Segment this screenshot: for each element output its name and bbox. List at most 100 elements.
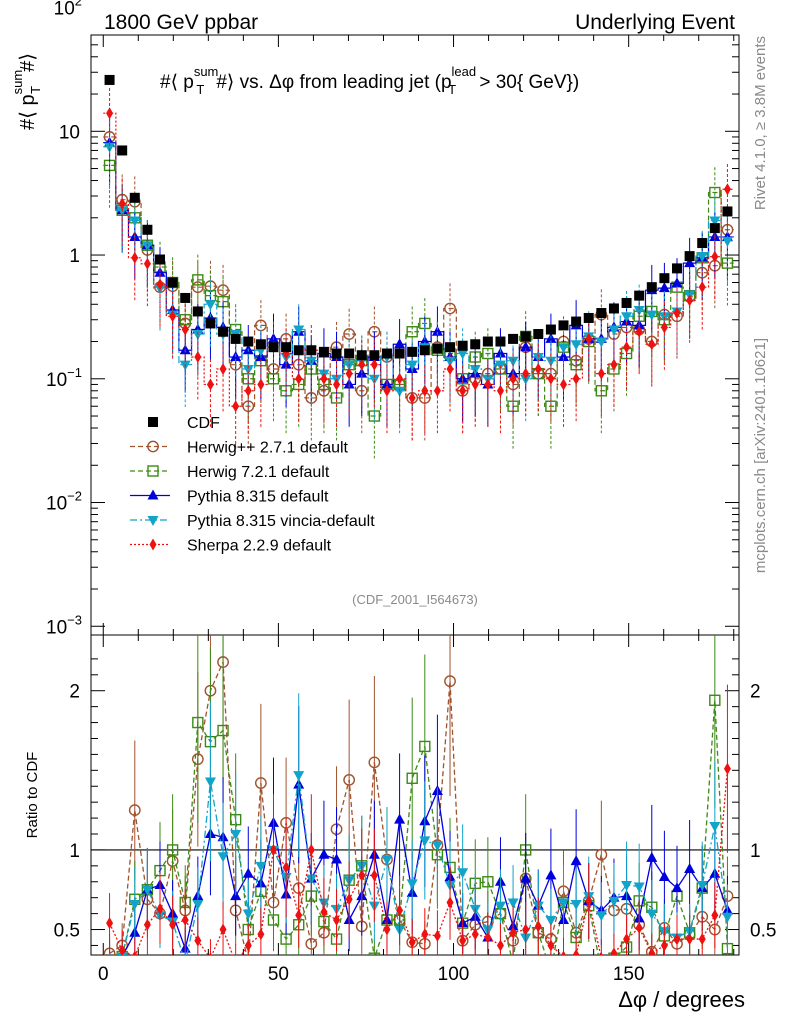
ratio-point-pythia	[658, 870, 670, 881]
data-point-cdf	[470, 339, 481, 350]
data-point-vincia	[532, 352, 544, 363]
ratio-point-vincia	[721, 912, 733, 923]
ratio-point-pythia	[671, 882, 683, 893]
ratio-point-vincia	[545, 915, 557, 926]
legend: CDF Herwig++ 2.7.1 default Herwig 7.2.1 de…	[130, 415, 375, 555]
ratio-point-sherpa	[396, 904, 404, 917]
data-point-cdf	[646, 282, 657, 293]
data-point-sherpa	[648, 338, 656, 351]
ratio-point-sherpa	[698, 933, 706, 946]
ratio-point-sherpa	[181, 913, 189, 926]
ratio-point-vincia	[608, 896, 620, 907]
data-point-cdf	[268, 342, 279, 353]
ratio-point-pythia	[684, 863, 696, 874]
ratio-point-vincia	[457, 868, 469, 879]
data-point-sherpa	[106, 107, 114, 120]
data-point-sherpa	[421, 384, 429, 397]
data-point-sherpa	[232, 400, 240, 413]
data-point-cdf	[167, 277, 178, 288]
data-point-vincia	[646, 310, 658, 321]
main-y-tick-label: 10	[59, 122, 80, 143]
data-point-pythia	[431, 325, 443, 336]
data-point-vincia	[696, 252, 708, 263]
data-point-cdf	[243, 336, 254, 347]
data-point-cdf	[583, 312, 594, 323]
legend-item-vincia: Pythia 8.315 vincia-default	[130, 513, 375, 530]
data-point-cdf	[281, 342, 292, 353]
ratio-point-vincia	[381, 855, 393, 866]
data-point-cdf	[306, 345, 317, 356]
data-point-cdf	[520, 331, 531, 342]
data-point-cdf	[482, 336, 493, 347]
ratio-y-tick-label-left: 1	[69, 841, 80, 862]
ratio-point-sherpa	[143, 918, 151, 931]
header-right-label: Underlying Event	[575, 11, 735, 34]
ratio-point-sherpa	[522, 923, 530, 936]
ratio-point-sherpa	[623, 933, 631, 946]
ratio-point-sherpa	[635, 921, 643, 934]
data-point-cdf	[545, 324, 556, 335]
ratio-point-sherpa	[459, 934, 467, 947]
data-point-herwigpp	[343, 328, 356, 340]
data-point-sherpa	[522, 367, 530, 380]
data-point-cdf	[445, 342, 456, 353]
ratio-point-sherpa	[358, 869, 366, 882]
data-point-pythia	[684, 257, 696, 268]
data-point-cdf	[684, 251, 695, 262]
data-point-sherpa	[333, 378, 341, 391]
data-point-sherpa	[383, 384, 391, 397]
ratio-y-tick-label-left: 2	[69, 682, 80, 703]
ratio-point-herwigpp	[595, 848, 608, 861]
ratio-point-pythia	[394, 813, 406, 824]
ratio-point-sherpa	[572, 949, 580, 955]
ratio-point-vincia	[141, 885, 153, 896]
x-tick-label: 0	[98, 964, 109, 985]
main-y-tick-label: 10−3	[46, 612, 82, 638]
ratio-point-sherpa	[599, 952, 603, 955]
data-point-sherpa	[396, 372, 404, 385]
ratio-point-vincia	[255, 861, 267, 872]
data-point-cdf	[558, 320, 569, 331]
data-point-vincia	[595, 337, 607, 348]
legend-item-herwig7: Herwig 7.2.1 default	[130, 464, 330, 481]
data-point-cdf	[407, 346, 418, 357]
ratio-point-sherpa	[194, 934, 202, 947]
main-y-tick-label: 102	[54, 0, 82, 20]
ratio-point-sherpa	[219, 923, 227, 936]
data-point-cdf	[709, 223, 720, 234]
data-point-cdf	[659, 273, 670, 284]
data-point-cdf	[255, 339, 266, 350]
data-point-pythia	[419, 335, 431, 346]
data-point-cdf	[571, 316, 582, 327]
data-point-vincia	[457, 349, 469, 360]
ratio-point-vincia	[419, 836, 431, 847]
ratio-point-herwig7	[166, 844, 179, 856]
data-point-sherpa	[345, 367, 353, 380]
ratio-point-sherpa	[648, 947, 656, 955]
ratio-point-sherpa	[320, 906, 328, 919]
legend-marker	[147, 465, 159, 477]
data-point-cdf	[356, 350, 367, 361]
data-point-sherpa	[547, 372, 555, 385]
data-point-vincia	[204, 300, 216, 311]
ratio-point-sherpa	[610, 947, 618, 955]
series-line-sherpa	[103, 112, 734, 407]
ratio-point-herwig7	[482, 876, 494, 888]
ratio-point-vincia	[633, 882, 645, 893]
legend-marker	[149, 538, 157, 551]
ratio-point-herwigpp	[254, 777, 267, 789]
data-point-pythia	[179, 344, 191, 355]
data-point-sherpa	[698, 281, 706, 294]
ratio-point-vincia	[595, 911, 607, 922]
ratio-point-vincia	[406, 879, 418, 890]
ratio-point-vincia	[570, 900, 582, 911]
ratio-point-sherpa	[446, 896, 454, 909]
ratio-point-sherpa	[307, 843, 315, 856]
data-point-vincia	[633, 305, 645, 316]
data-point-sherpa	[610, 358, 618, 371]
data-point-sherpa	[459, 384, 467, 397]
data-point-cdf	[381, 348, 392, 359]
data-point-sherpa	[370, 358, 378, 371]
data-point-sherpa	[206, 378, 214, 391]
